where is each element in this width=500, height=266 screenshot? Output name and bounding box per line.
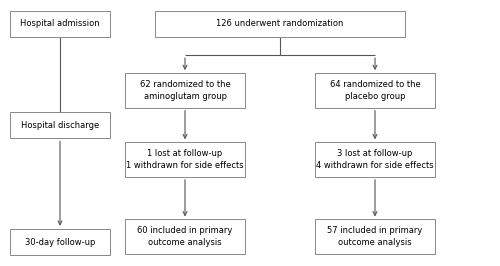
FancyBboxPatch shape [10,229,110,255]
Text: 30-day follow-up: 30-day follow-up [25,238,95,247]
Text: 1 lost at follow-up
1 withdrawn for side effects: 1 lost at follow-up 1 withdrawn for side… [126,149,244,170]
Text: 64 randomized to the
placebo group: 64 randomized to the placebo group [330,80,420,101]
FancyBboxPatch shape [155,11,405,37]
Text: Hospital admission: Hospital admission [20,19,100,28]
FancyBboxPatch shape [315,142,435,177]
Text: 57 included in primary
outcome analysis: 57 included in primary outcome analysis [328,226,422,247]
Text: 62 randomized to the
aminoglutam group: 62 randomized to the aminoglutam group [140,80,230,101]
FancyBboxPatch shape [125,73,245,108]
Text: 60 included in primary
outcome analysis: 60 included in primary outcome analysis [138,226,232,247]
FancyBboxPatch shape [315,219,435,254]
Text: Hospital discharge: Hospital discharge [21,120,99,130]
Text: 126 underwent randomization: 126 underwent randomization [216,19,344,28]
FancyBboxPatch shape [10,11,110,37]
Text: 3 lost at follow-up
4 withdrawn for side effects: 3 lost at follow-up 4 withdrawn for side… [316,149,434,170]
FancyBboxPatch shape [125,219,245,254]
FancyBboxPatch shape [10,112,110,138]
FancyBboxPatch shape [125,142,245,177]
FancyBboxPatch shape [315,73,435,108]
